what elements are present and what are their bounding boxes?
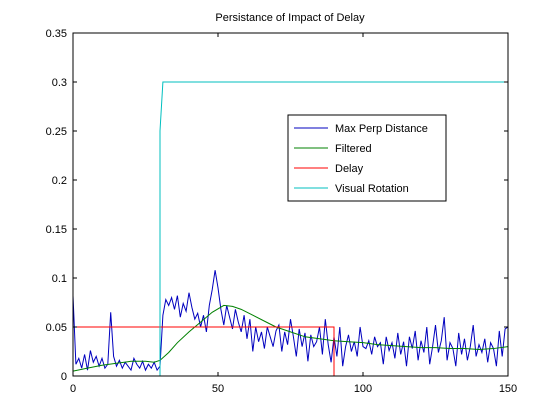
plot-area [73,33,508,376]
legend: Max Perp Distance Filtered Delay Visual Rot… [287,114,447,202]
legend-label: Max Perp Distance [335,123,428,135]
legend-label: Delay [335,163,364,175]
y-tick-label: 0.05 [46,322,67,334]
x-tick-label: 150 [499,383,517,395]
y-tick-label: 0.1 [52,273,67,285]
y-tick-label: 0.15 [46,224,67,236]
y-tick-label: 0.3 [52,77,67,89]
y-tick-label: 0.35 [46,28,67,40]
y-tick-label: 0 [61,371,67,383]
chart-title: Persistance of Impact of Delay [215,12,365,24]
legend-label: Visual Rotation [335,183,409,195]
y-tick-label: 0.2 [52,175,67,187]
y-tick-label: 0.25 [46,126,67,138]
axes-layer: 0 50 100 150 0 0.05 0.1 0.15 0.2 0.25 0.3 0.35 [46,28,518,395]
x-tick-label: 100 [354,383,372,395]
legend-label: Filtered [335,143,372,155]
x-tick-label: 50 [212,383,224,395]
series-line-filtered [72,304,509,372]
x-tick-label: 0 [70,383,76,395]
legend-box [287,114,447,202]
axes-box [72,32,509,377]
series-line-max-perp-distance [72,270,509,372]
